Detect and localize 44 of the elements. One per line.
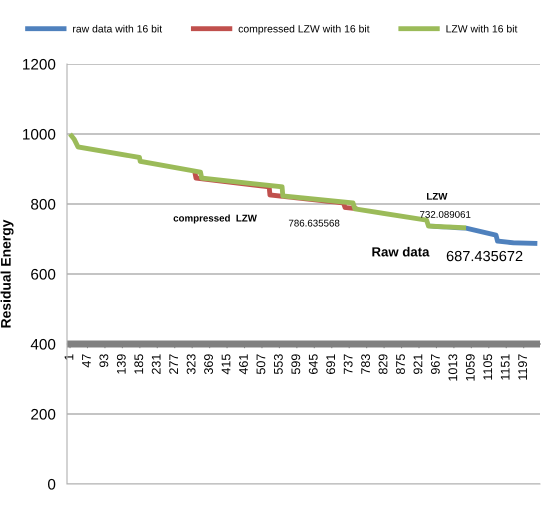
x-tick-label: 921 [414,354,422,374]
x-tick-label: 737 [344,354,353,374]
x-tick-label: 875 [396,354,405,374]
annotation: 732.089061 [420,210,470,218]
x-tick-label: 691 [326,354,336,374]
x-tick-label: 1197 [518,354,528,380]
x-tick-label: 1151 [500,354,510,380]
line-series [68,132,468,230]
annotation: Raw data [372,246,430,257]
x-tick-label: 829 [378,354,388,374]
y-tick-label: 800 [31,198,56,210]
y-axis-title: Residual Energy [0,220,14,328]
annotation: 687.435672 [446,250,522,262]
x-tick-label: 323 [186,354,196,374]
y-tick-label: 0 [48,478,56,490]
x-tick-label: 47 [82,354,91,368]
x-tick-label: 415 [222,354,230,374]
x-tick-label: 277 [169,354,178,374]
annotation: LZW [427,192,448,200]
x-tick-label: 461 [239,354,248,374]
y-tick-label: 1000 [23,128,56,140]
x-tick-label: 1105 [483,354,492,380]
y-tick-label: 200 [31,408,56,420]
y-tick-label: 400 [30,338,56,350]
x-tick-label: 93 [99,354,108,368]
x-tick-label: 645 [308,354,318,374]
x-tick-label: 231 [152,354,161,374]
x-tick-label: 1059 [466,354,475,381]
legend-label: LZW with 16 bit [446,24,518,32]
y-tick-label: 600 [31,268,56,280]
x-tick-label: 507 [256,354,266,374]
x-tick-label: 553 [274,354,283,374]
legend-label: compressed LZW with 16 bit [238,24,370,35]
y-tick-label: 1200 [23,58,56,70]
x-tick-label: 139 [116,354,126,374]
x-tick-label: 783 [361,354,370,374]
legend-label: raw data with 16 bit [73,24,162,32]
x-tick-label: 369 [204,354,213,374]
x-tick-label: 185 [134,354,144,374]
x-tick-label: 599 [291,354,300,374]
x-tick-label: 967 [430,354,440,374]
annotation: 786.635568 [288,220,340,227]
annotation: compressed LZW [174,214,257,224]
x-tick-label: 1013 [448,354,458,381]
